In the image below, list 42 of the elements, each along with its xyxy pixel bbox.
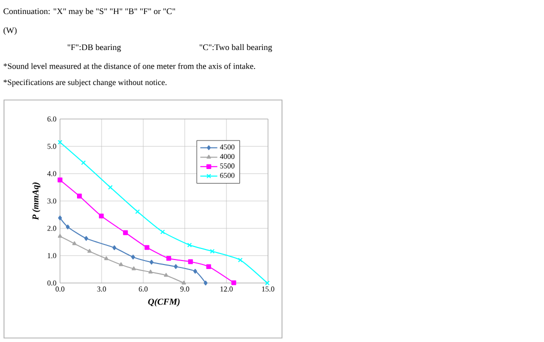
point	[144, 245, 150, 250]
point	[58, 178, 62, 182]
point	[66, 224, 70, 230]
point	[164, 272, 168, 277]
text: "C":Two ball bearing	[200, 44, 272, 52]
point	[132, 266, 136, 270]
text: (W)	[4, 27, 17, 35]
point	[148, 270, 153, 274]
point	[72, 241, 77, 246]
point	[58, 234, 62, 238]
point	[84, 236, 88, 241]
point	[166, 256, 172, 261]
point	[231, 280, 236, 286]
point	[108, 184, 113, 190]
point	[104, 256, 108, 260]
point	[206, 264, 212, 269]
point	[131, 254, 136, 260]
y-axis-title: P (mmAq)	[32, 182, 40, 220]
point	[238, 258, 243, 262]
point	[118, 262, 124, 266]
point	[150, 260, 154, 265]
text: *Specifications are subject change without notice.	[4, 79, 166, 87]
point	[135, 209, 140, 214]
x-axis-title: Q(CFM)	[148, 298, 180, 307]
text: Continuation: "X" may be "S" "H" "B" "F" or "C"	[4, 8, 176, 16]
text: *Sound level measured at the distance of one meter from the axis of intake.	[4, 62, 256, 70]
point	[81, 160, 86, 166]
point	[77, 194, 82, 198]
text: "F":DB bearing	[68, 44, 121, 52]
point	[193, 268, 198, 274]
point	[188, 259, 193, 264]
point	[112, 245, 116, 250]
point	[98, 214, 104, 218]
point	[58, 216, 62, 220]
point	[187, 242, 192, 248]
point	[160, 230, 165, 234]
point	[182, 280, 186, 284]
point	[210, 248, 215, 254]
point	[174, 264, 178, 269]
point	[87, 248, 92, 253]
point	[204, 280, 208, 286]
point	[123, 230, 128, 236]
